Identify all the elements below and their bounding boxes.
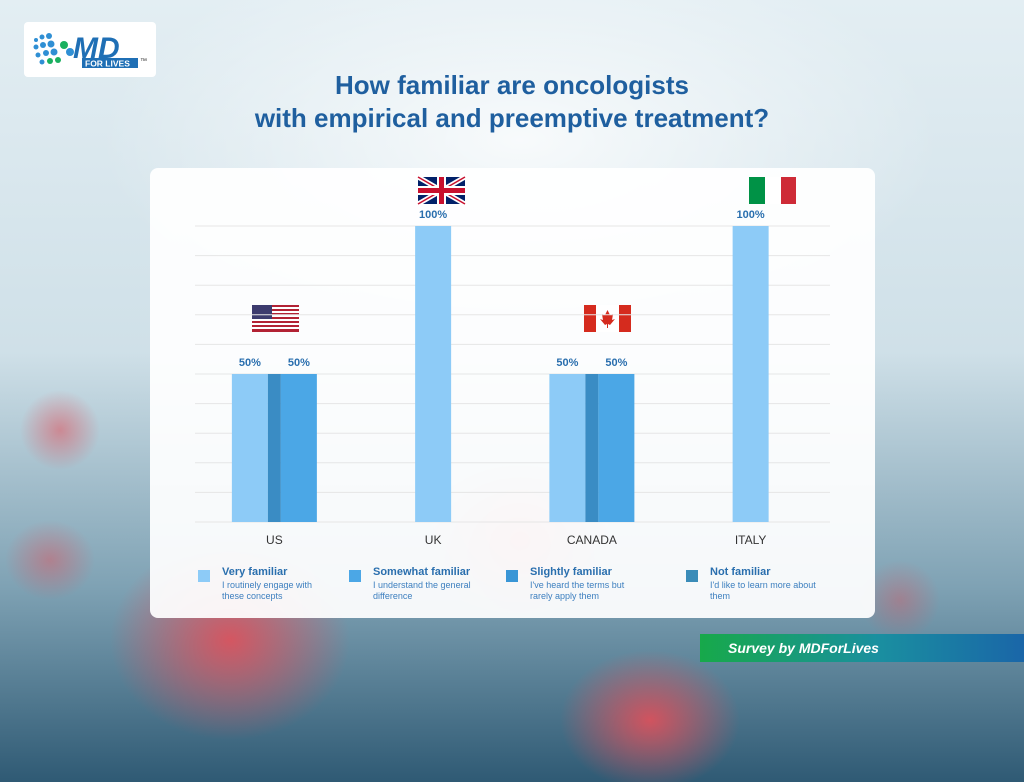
legend-item: Somewhat familiar I understand the genera…	[349, 566, 481, 602]
bar	[549, 374, 586, 522]
bar	[231, 374, 268, 522]
footer-banner	[700, 634, 1024, 662]
legend-label: Somewhat familiar	[373, 566, 471, 578]
data-label: 50%	[605, 357, 627, 369]
legend-swatch	[686, 570, 698, 582]
logo-tm: ™	[140, 58, 147, 65]
legend-description: I've heard the terms but rarely apply th…	[530, 580, 625, 601]
flag-canada	[584, 305, 631, 332]
legend-label: Not familiar	[710, 566, 771, 578]
chart-title: with empirical and preemptive treatment?	[254, 103, 770, 133]
data-label: 100%	[737, 209, 765, 221]
bar-shade	[585, 374, 599, 522]
legend-description: I understand the general difference	[373, 580, 471, 601]
logo-dots	[33, 33, 74, 65]
bar	[732, 226, 769, 522]
flag-italy	[749, 177, 796, 204]
legend-swatch	[506, 570, 518, 582]
x-tick-label: ITALY	[735, 533, 767, 547]
legend-item: Not familiar I'd like to learn more about…	[686, 566, 818, 602]
chart-title: How familiar are oncologists	[335, 70, 689, 100]
bar	[280, 374, 317, 522]
legend-swatch	[349, 570, 361, 582]
bar	[415, 226, 452, 522]
data-label: 50%	[239, 357, 261, 369]
x-tick-label: UK	[425, 533, 442, 547]
legend-description: I'd like to learn more about them	[710, 580, 816, 601]
data-label: 50%	[556, 357, 578, 369]
legend-label: Very familiar	[222, 566, 288, 578]
logo-tagline: FOR LIVES	[85, 59, 130, 69]
legend-item: Very familiar I routinely engage with the…	[198, 566, 330, 602]
data-label: 50%	[288, 357, 310, 369]
bar	[598, 374, 635, 522]
flag-uk	[416, 174, 467, 207]
x-tick-label: US	[266, 533, 283, 547]
legend-item: Slightly familiar I've heard the terms bu…	[506, 566, 638, 602]
legend-label: Slightly familiar	[530, 566, 612, 578]
data-label: 100%	[419, 209, 447, 221]
bar-shade	[267, 374, 281, 522]
legend-swatch	[198, 570, 210, 582]
footer: Survey by MDForLives	[728, 640, 879, 656]
legend-description: I routinely engage with these concepts	[222, 580, 313, 601]
x-tick-label: CANADA	[567, 533, 617, 547]
flag-us	[252, 305, 299, 332]
